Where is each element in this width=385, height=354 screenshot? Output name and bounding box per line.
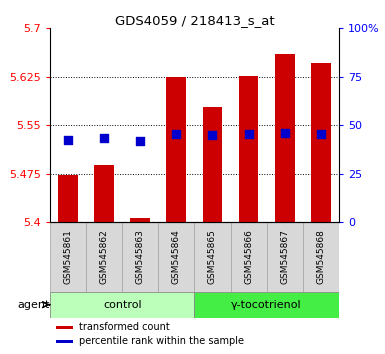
- Bar: [58, 175, 78, 222]
- Bar: [275, 54, 295, 222]
- Bar: [203, 107, 223, 222]
- Point: [281, 130, 288, 136]
- Point: [209, 132, 216, 138]
- Text: γ-tocotrienol: γ-tocotrienol: [231, 300, 302, 310]
- Bar: [166, 77, 186, 222]
- Bar: [56, 326, 73, 329]
- Bar: [50, 222, 86, 291]
- Point: [318, 131, 324, 137]
- Text: GSM545867: GSM545867: [280, 229, 289, 284]
- Text: transformed count: transformed count: [79, 322, 170, 332]
- Point: [173, 131, 179, 137]
- Bar: [311, 63, 331, 222]
- Title: GDS4059 / 218413_s_at: GDS4059 / 218413_s_at: [115, 14, 274, 27]
- Bar: [56, 340, 73, 343]
- Text: GSM545864: GSM545864: [172, 229, 181, 284]
- Bar: [303, 222, 339, 291]
- Text: GSM545866: GSM545866: [244, 229, 253, 284]
- Text: percentile rank within the sample: percentile rank within the sample: [79, 336, 244, 346]
- Bar: [122, 222, 158, 291]
- Text: GSM545862: GSM545862: [100, 229, 109, 284]
- Point: [137, 139, 143, 144]
- Bar: [239, 75, 258, 222]
- Bar: [266, 222, 303, 291]
- Bar: [131, 218, 150, 222]
- Text: GSM545861: GSM545861: [64, 229, 73, 284]
- Text: GSM545863: GSM545863: [136, 229, 145, 284]
- Bar: [194, 222, 231, 291]
- Bar: [94, 165, 114, 222]
- Text: GSM545868: GSM545868: [316, 229, 325, 284]
- Bar: [231, 222, 266, 291]
- Bar: [158, 222, 194, 291]
- Bar: [86, 222, 122, 291]
- Bar: [194, 291, 339, 318]
- Point: [65, 137, 71, 143]
- Point: [101, 135, 107, 141]
- Text: control: control: [103, 300, 142, 310]
- Point: [246, 131, 252, 137]
- Text: agent: agent: [17, 300, 49, 310]
- Bar: [50, 291, 194, 318]
- Text: GSM545865: GSM545865: [208, 229, 217, 284]
